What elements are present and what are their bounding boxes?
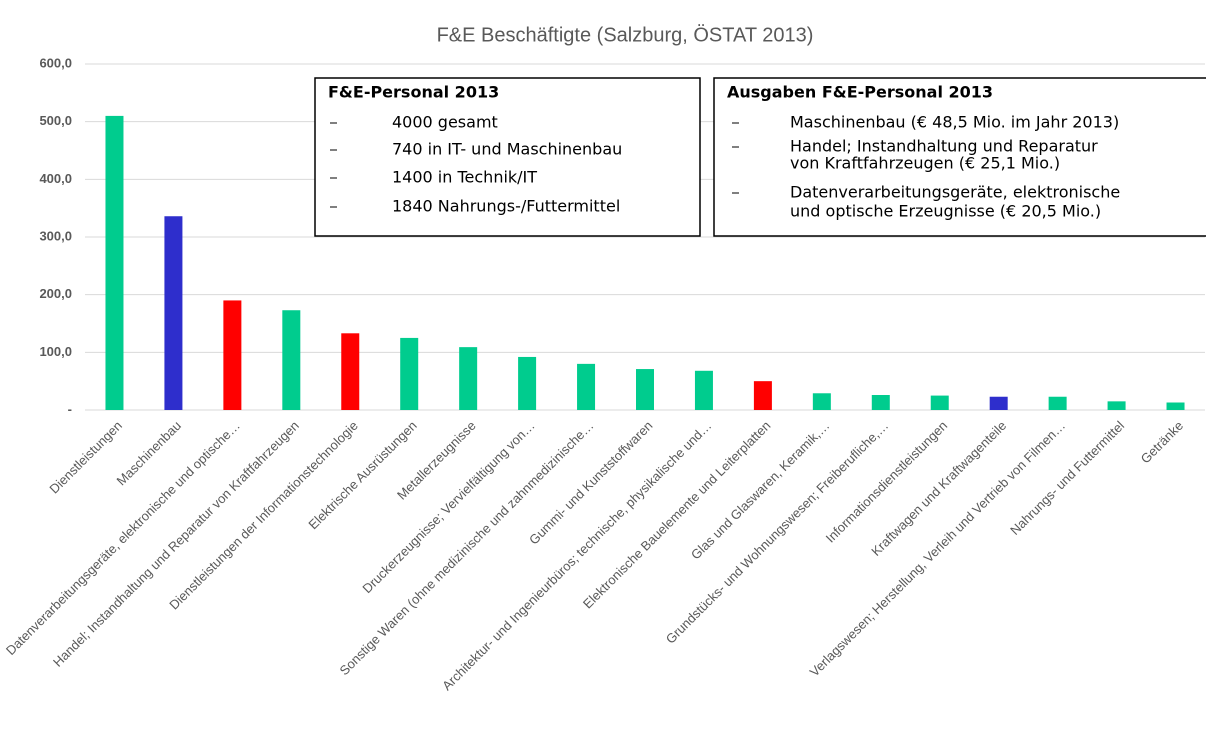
y-tick-label: 400,0 bbox=[39, 171, 72, 186]
bar bbox=[164, 216, 183, 410]
x-tick-label: Elektrische Ausrüstungen bbox=[305, 418, 419, 532]
box-item: 1840 Nahrungs-/Futtermittel bbox=[392, 197, 620, 216]
bar bbox=[223, 300, 242, 410]
y-tick-label: - bbox=[68, 401, 72, 416]
bar bbox=[812, 393, 831, 410]
bar bbox=[459, 347, 478, 410]
box-frame bbox=[713, 77, 1206, 237]
x-tick-label: Gummi- und Kunststoffwaren bbox=[526, 418, 655, 547]
box-title: Ausgaben F&E-Personal 2013 bbox=[727, 83, 993, 102]
y-tick-label: 600,0 bbox=[39, 55, 72, 70]
annotation-box: F&E-Personal 2013 4000 gesamt 740 in IT- u… bbox=[314, 77, 701, 237]
x-tick-label: Dienstleistungen bbox=[46, 418, 125, 497]
box-item: Datenverarbeitungsgeräte, elektronische bbox=[790, 183, 1120, 202]
x-tick-label: Nahrungs- und Futtermittel bbox=[1007, 418, 1127, 538]
bar bbox=[930, 395, 949, 410]
y-tick-label: 300,0 bbox=[39, 228, 72, 243]
y-tick-label: 200,0 bbox=[39, 286, 72, 301]
bar bbox=[989, 396, 1008, 410]
x-tick-label: Grundstücks- und Wohnungswesen; Freiberu… bbox=[663, 418, 892, 647]
bar bbox=[1107, 401, 1126, 410]
y-tick-label: 100,0 bbox=[39, 344, 72, 359]
box-item: Maschinenbau (€ 48,5 Mio. im Jahr 2013) bbox=[790, 113, 1119, 132]
box-item: 4000 gesamt bbox=[392, 113, 498, 132]
bar bbox=[518, 356, 537, 410]
annotation-box: Ausgaben F&E-Personal 2013 Maschinenbau (… bbox=[713, 77, 1206, 237]
box-item: 740 in IT- und Maschinenbau bbox=[392, 140, 622, 159]
x-tick-label: Datenverarbeitungsgeräte, elektronische … bbox=[3, 418, 243, 658]
box-item: von Kraftfahrzeugen (€ 25,1 Mio.) bbox=[790, 154, 1060, 173]
bar bbox=[400, 337, 419, 410]
bar bbox=[341, 333, 360, 410]
bar bbox=[636, 369, 654, 410]
bar bbox=[694, 370, 713, 410]
x-tick-label: Getränke bbox=[1138, 418, 1186, 466]
bar bbox=[577, 363, 596, 410]
box-title: F&E-Personal 2013 bbox=[328, 83, 499, 102]
chart-title: F&E Beschäftigte (Salzburg, ÖSTAT 2013) bbox=[437, 24, 814, 46]
y-tick-label: 500,0 bbox=[39, 113, 72, 128]
x-tick-label: Architektur- und Ingenieurbüros; technis… bbox=[439, 418, 714, 693]
bar bbox=[1166, 402, 1185, 410]
bar bbox=[282, 310, 301, 410]
box-item: und optische Erzeugnisse (€ 20,5 Mio.) bbox=[790, 202, 1101, 221]
bar bbox=[871, 395, 890, 410]
bar bbox=[753, 381, 772, 410]
bar bbox=[105, 115, 124, 411]
box-item: Handel; Instandhaltung und Reparatur bbox=[790, 137, 1098, 156]
box-frame bbox=[314, 77, 701, 237]
x-tick-label: Informationsdienstleistungen bbox=[823, 418, 951, 546]
bar bbox=[1048, 396, 1067, 410]
box-item: 1400 in Technik/IT bbox=[392, 168, 537, 187]
